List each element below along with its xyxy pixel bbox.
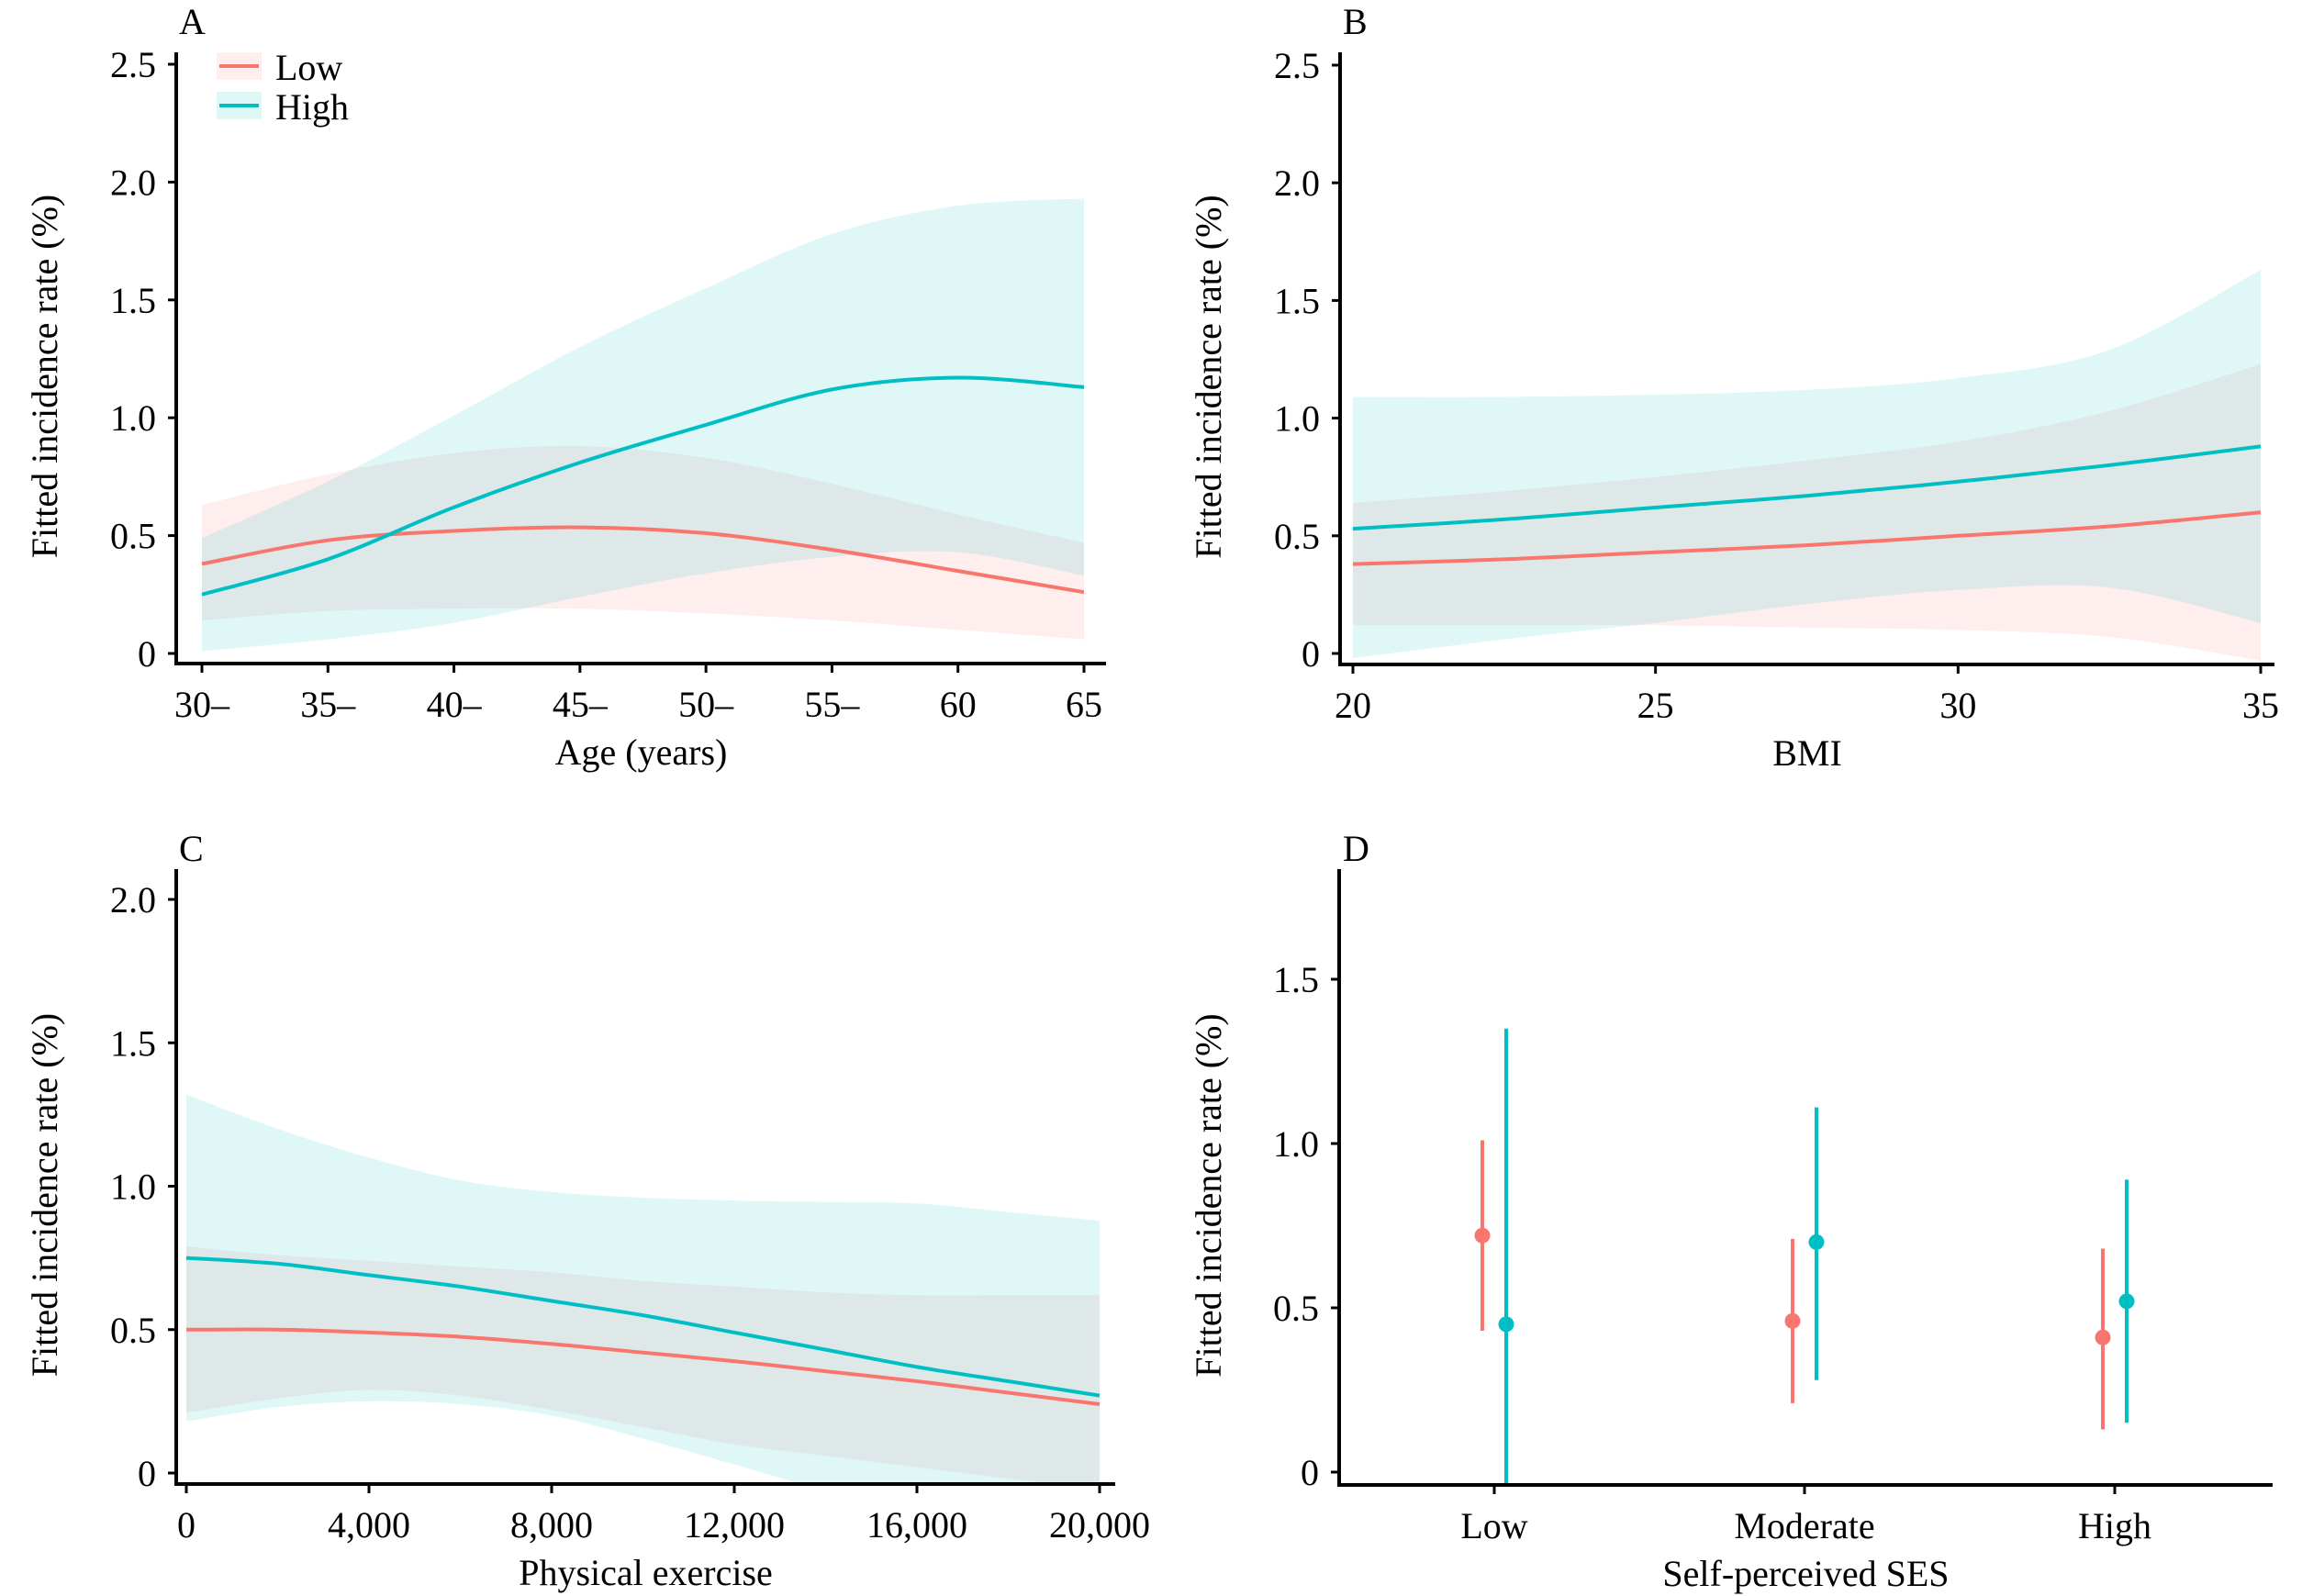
y-tick-label: 2.0 xyxy=(1274,162,1320,204)
x-axis-title: Age (years) xyxy=(555,731,728,773)
y-tick-label: 1.0 xyxy=(110,397,156,439)
x-tick-label: 12,000 xyxy=(684,1504,785,1546)
y-tick-label: 1.5 xyxy=(110,1022,156,1064)
series-line-low xyxy=(201,525,1085,595)
x-tick-label: 65 xyxy=(1066,684,1102,725)
panel-d: D 0 0.5 1.0 1.5 Low Moderate High Self-perceived… xyxy=(1188,828,2273,1594)
point-high xyxy=(1808,1233,1825,1250)
series-line-low xyxy=(185,1327,1101,1406)
legend-item-low: Low xyxy=(217,47,342,88)
x-tick-label: 55– xyxy=(804,684,860,725)
y-tick-label: 0 xyxy=(138,1453,156,1494)
x-axis-title: Physical exercise xyxy=(519,1552,773,1593)
point-high xyxy=(2118,1293,2135,1310)
series-line-high xyxy=(1352,444,2262,531)
point-low xyxy=(2095,1329,2111,1345)
y-tick-label: 0 xyxy=(1302,633,1320,675)
x-tick-label: Moderate xyxy=(1734,1505,1874,1546)
point-low xyxy=(1784,1312,1801,1329)
x-tick-label: High xyxy=(2078,1505,2151,1546)
panel-a: A 0 0.5 1.0 1.5 2.0 2.5 30– 35– 40– 45– 50– 55– 60 65 A… xyxy=(24,1,1106,773)
y-tick-label: 2.0 xyxy=(110,162,156,203)
ci-band-high xyxy=(186,1094,1100,1482)
x-tick-label: 20 xyxy=(1335,685,1371,726)
x-tick-label: 25 xyxy=(1637,685,1674,726)
ci-band-low xyxy=(186,1246,1100,1482)
legend-label: Low xyxy=(275,47,342,88)
x-tick-label: 0 xyxy=(177,1504,196,1546)
plot-area xyxy=(185,1094,1101,1482)
y-tick-label: 0.5 xyxy=(110,516,156,557)
y-tick-label: 2.5 xyxy=(1274,45,1320,86)
y-tick-label: 0 xyxy=(138,633,156,675)
x-tick-label: 30– xyxy=(174,684,230,725)
panel-letter: D xyxy=(1343,828,1369,869)
x-tick-label: 60 xyxy=(940,684,977,725)
legend-label: High xyxy=(275,86,349,128)
x-tick-label: 45– xyxy=(553,684,609,725)
point-low xyxy=(1474,1227,1491,1244)
plot-area xyxy=(1352,270,2262,661)
x-tick-label: 30 xyxy=(1939,685,1976,726)
y-tick-label: 0.5 xyxy=(110,1310,156,1351)
series-line-low xyxy=(1352,510,2262,566)
x-tick-label: 8,000 xyxy=(510,1504,593,1546)
y-axis-title: Fitted incidence rate (%) xyxy=(24,195,65,558)
y-tick-label: 1.5 xyxy=(110,280,156,321)
x-tick-label: Low xyxy=(1460,1505,1527,1546)
y-tick-label: 1.0 xyxy=(110,1166,156,1208)
x-axis-title: BMI xyxy=(1772,732,1842,774)
x-axis-title: Self-perceived SES xyxy=(1662,1553,1949,1594)
y-tick-label: 1.5 xyxy=(1273,959,1319,1000)
x-tick-label: 40– xyxy=(427,684,483,725)
x-tick-label: 35– xyxy=(300,684,356,725)
ci-band-low xyxy=(202,445,1084,640)
panel-b: B 0 0.5 1.0 1.5 2.0 2.5 20 25 30 35 BMI Fitted incid… xyxy=(1188,1,2279,774)
series-line-high xyxy=(201,375,1085,597)
point-high xyxy=(1498,1316,1514,1333)
panel-letter: C xyxy=(179,828,204,869)
y-tick-label: 1.0 xyxy=(1273,1123,1319,1165)
x-tick-label: 16,000 xyxy=(866,1504,967,1546)
ci-band-low xyxy=(1353,363,2261,661)
panel-letter: B xyxy=(1343,1,1368,42)
y-tick-label: 0 xyxy=(1301,1452,1319,1493)
y-tick-label: 2.5 xyxy=(110,44,156,85)
y-tick-label: 2.0 xyxy=(110,879,156,921)
legend-item-high: High xyxy=(217,86,349,128)
x-tick-label: 4,000 xyxy=(328,1504,410,1546)
y-axis-title: Fitted incidence rate (%) xyxy=(1188,195,1229,558)
y-tick-label: 0.5 xyxy=(1274,516,1320,557)
panel-letter: A xyxy=(179,1,206,42)
panel-c: C 0 0.5 1.0 1.5 2.0 0 4,000 8,000 12,000 16,000 20,… xyxy=(24,828,1150,1593)
ci-band-high xyxy=(1353,270,2261,659)
plot-area xyxy=(201,198,1085,652)
y-axis-title: Fitted incidence rate (%) xyxy=(1188,1013,1229,1377)
x-tick-label: 20,000 xyxy=(1049,1504,1150,1546)
x-tick-label: 50– xyxy=(678,684,734,725)
y-tick-label: 0.5 xyxy=(1273,1288,1319,1329)
plot-area xyxy=(1474,1028,2135,1483)
y-tick-label: 1.5 xyxy=(1274,280,1320,321)
ci-band-high xyxy=(202,198,1084,652)
series-line-high xyxy=(185,1256,1101,1398)
y-axis-title: Fitted incidence rate (%) xyxy=(24,1013,65,1377)
x-tick-label: 35 xyxy=(2242,685,2279,726)
y-tick-label: 1.0 xyxy=(1274,398,1320,440)
